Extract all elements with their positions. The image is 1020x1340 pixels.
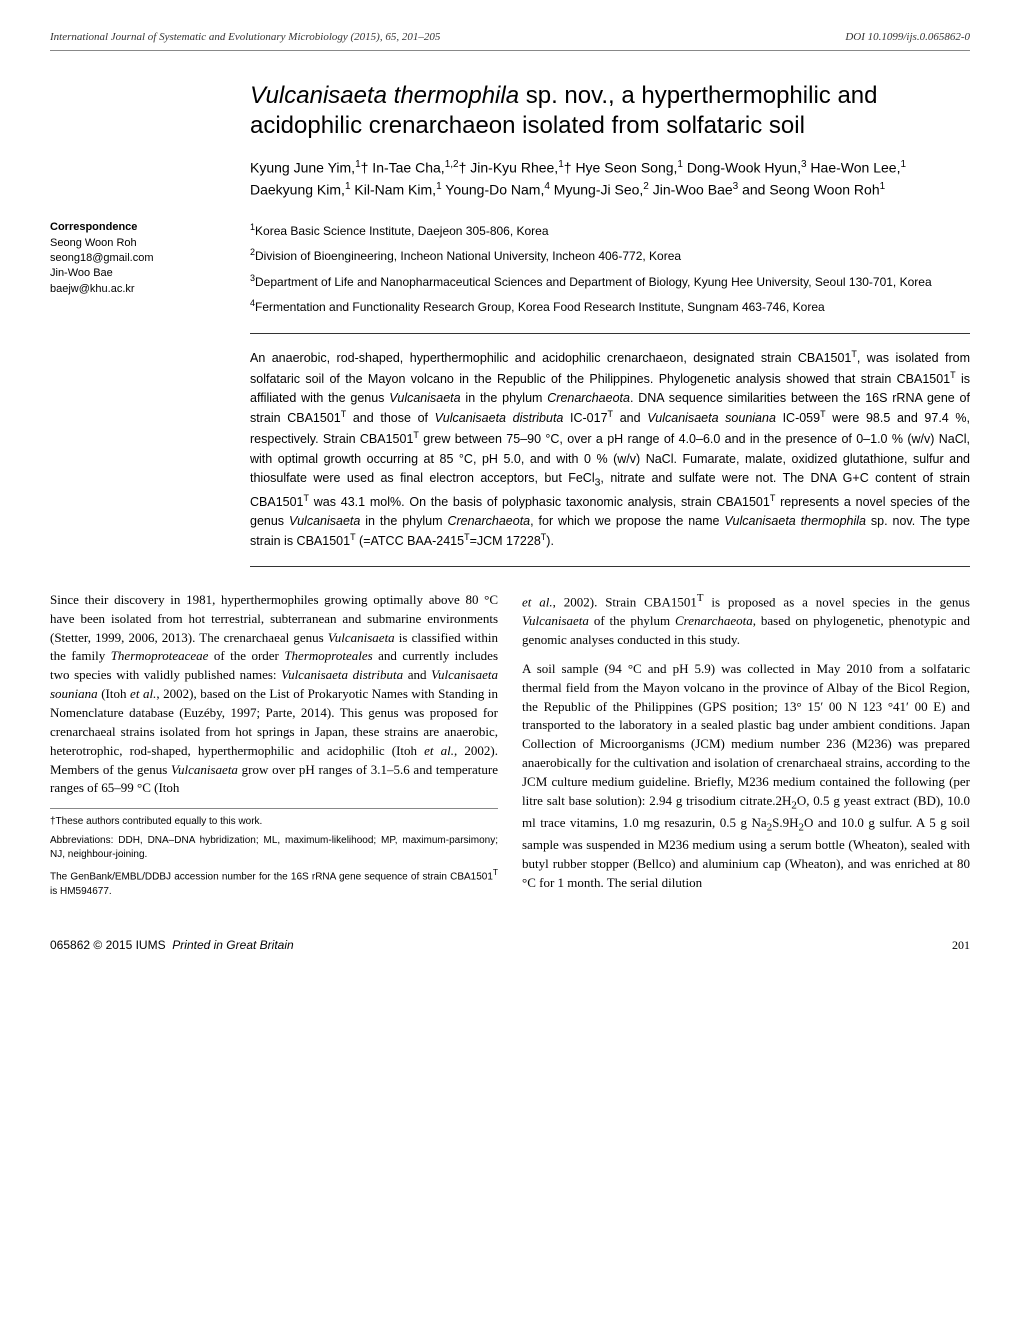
correspondence-heading: Correspondence bbox=[50, 220, 226, 235]
footnote: The GenBank/EMBL/DDBJ accession number f… bbox=[50, 867, 498, 898]
body-paragraph: Since their discovery in 1981, hyperther… bbox=[50, 591, 498, 798]
abstract: An anaerobic, rod-shaped, hyperthermophi… bbox=[250, 333, 970, 567]
correspondence-line: baejw@khu.ac.kr bbox=[50, 282, 226, 297]
correspondence-line: Seong Woon Roh bbox=[50, 236, 226, 251]
correspondence-block: Correspondence Seong Woon Roh seong18@gm… bbox=[50, 220, 226, 297]
body-paragraph: et al., 2002). Strain CBA1501T is propos… bbox=[522, 591, 970, 650]
article-title: Vulcanisaeta thermophila sp. nov., a hyp… bbox=[250, 81, 970, 141]
affiliation: 1Korea Basic Science Institute, Daejeon … bbox=[250, 220, 970, 241]
affiliation: 2Division of Bioengineering, Incheon Nat… bbox=[250, 245, 970, 266]
journal-title: International Journal of Systematic and … bbox=[50, 30, 440, 46]
footer-printed: Printed in Great Britain bbox=[172, 938, 293, 952]
body-paragraph: A soil sample (94 °C and pH 5.9) was col… bbox=[522, 660, 970, 893]
footer: 065862 © 2015 IUMS Printed in Great Brit… bbox=[50, 933, 970, 954]
page-number: 201 bbox=[952, 937, 970, 954]
footnote: †These authors contributed equally to th… bbox=[50, 815, 498, 829]
affiliation: 4Fermentation and Functionality Research… bbox=[250, 296, 970, 317]
footer-left: 065862 © 2015 IUMS Printed in Great Brit… bbox=[50, 937, 294, 954]
page: International Journal of Systematic and … bbox=[0, 0, 1020, 995]
correspondence-line: seong18@gmail.com bbox=[50, 251, 226, 266]
affiliation: 3Department of Life and Nanopharmaceutic… bbox=[250, 271, 970, 292]
correspondence-column: Correspondence Seong Woon Roh seong18@gm… bbox=[50, 220, 226, 591]
footnote: Abbreviations: DDH, DNA–DNA hybridizatio… bbox=[50, 834, 498, 862]
title-block: Vulcanisaeta thermophila sp. nov., a hyp… bbox=[250, 81, 970, 200]
affiliations: 1Korea Basic Science Institute, Daejeon … bbox=[250, 220, 970, 317]
footer-copyright: © 2015 IUMS bbox=[93, 938, 165, 952]
meta-row: Correspondence Seong Woon Roh seong18@gm… bbox=[50, 220, 970, 591]
running-header: International Journal of Systematic and … bbox=[50, 30, 970, 51]
doi: DOI 10.1099/ijs.0.065862-0 bbox=[845, 30, 970, 46]
authors: Kyung June Yim,1† In-Tae Cha,1,2† Jin-Ky… bbox=[250, 157, 970, 200]
correspondence-line: Jin-Woo Bae bbox=[50, 266, 226, 281]
title-species: Vulcanisaeta thermophila bbox=[250, 82, 519, 109]
affiliations-column: 1Korea Basic Science Institute, Daejeon … bbox=[250, 220, 970, 591]
body-text: Since their discovery in 1981, hyperther… bbox=[50, 591, 970, 903]
footnotes: †These authors contributed equally to th… bbox=[50, 808, 498, 898]
footer-id: 065862 bbox=[50, 938, 93, 952]
